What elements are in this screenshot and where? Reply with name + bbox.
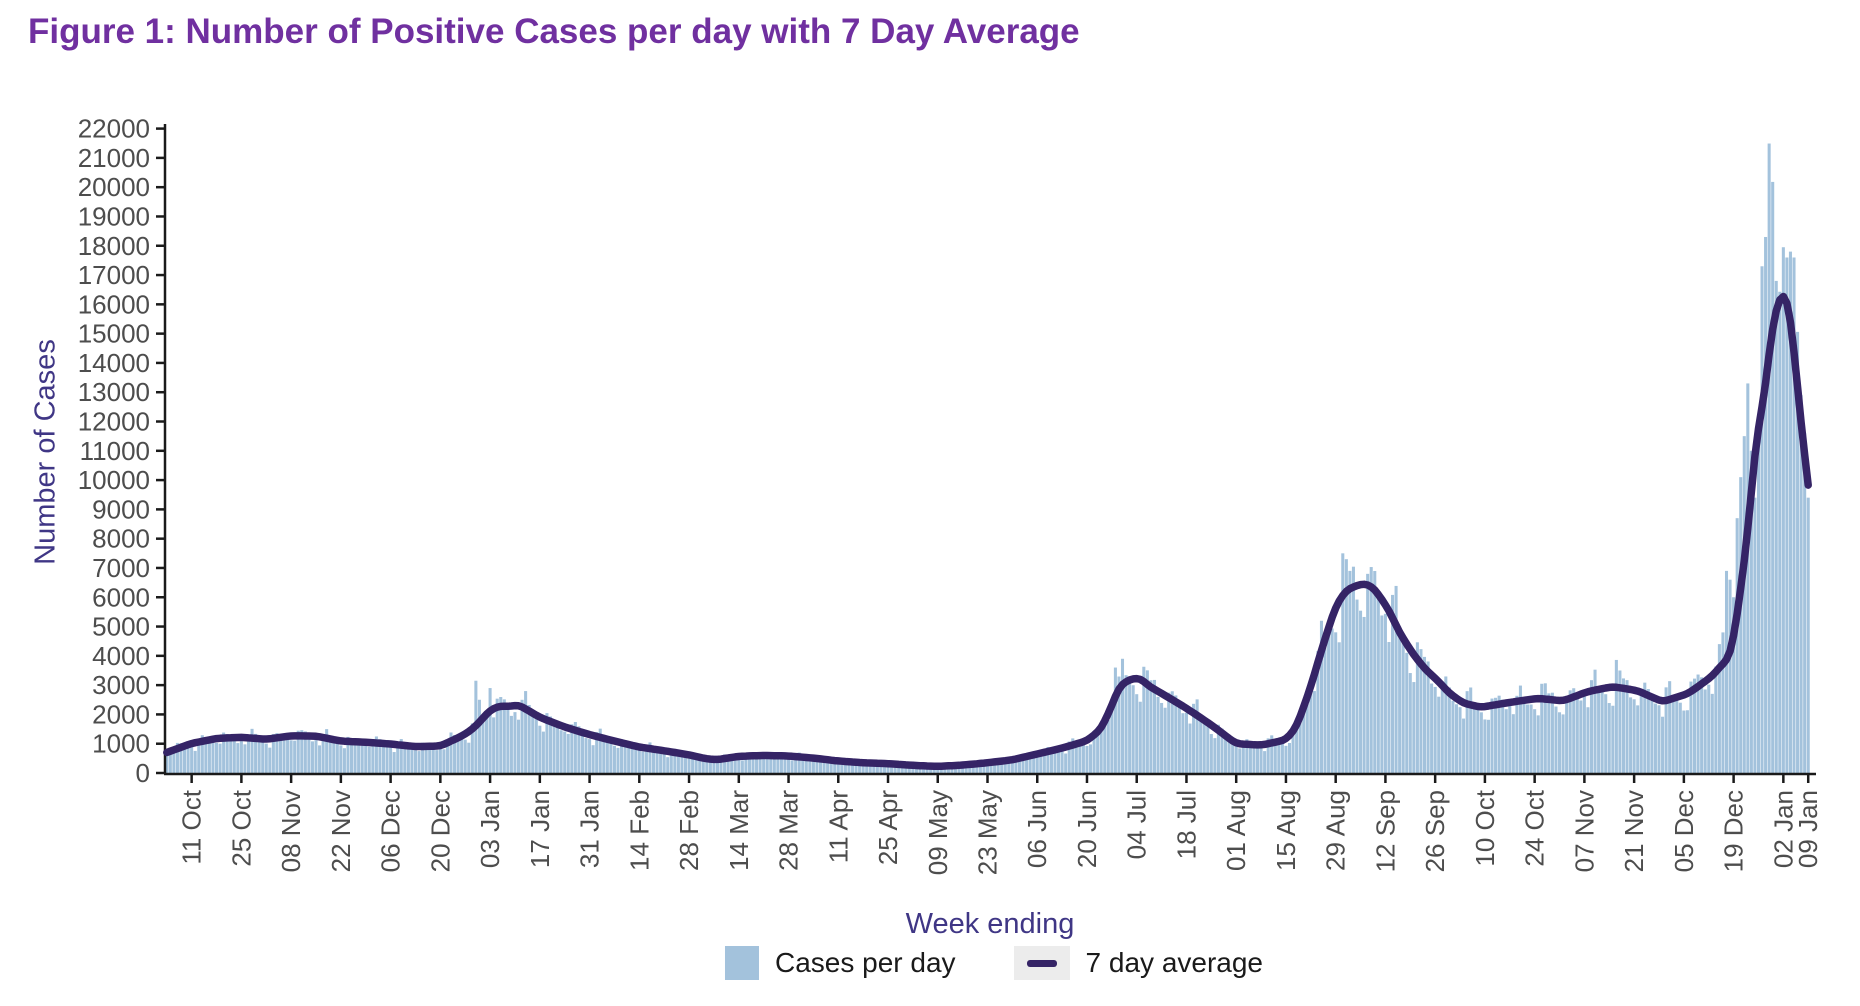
svg-text:14 Mar: 14 Mar <box>724 790 754 871</box>
svg-text:24 Oct: 24 Oct <box>1520 789 1550 866</box>
svg-text:19 Dec: 19 Dec <box>1719 790 1749 872</box>
svg-text:08 Nov: 08 Nov <box>276 790 306 872</box>
svg-text:31 Jan: 31 Jan <box>575 790 605 868</box>
average-line-icon <box>1026 959 1057 967</box>
average-line-series <box>163 292 1812 771</box>
svg-text:15000: 15000 <box>78 319 150 349</box>
svg-text:06 Dec: 06 Dec <box>376 790 406 872</box>
svg-text:4000: 4000 <box>92 641 150 671</box>
legend-label-average: 7 day average <box>1085 947 1264 978</box>
svg-text:20 Dec: 20 Dec <box>425 790 455 872</box>
svg-text:20 Jun: 20 Jun <box>1072 790 1102 868</box>
svg-text:13000: 13000 <box>78 377 150 407</box>
svg-text:28 Mar: 28 Mar <box>774 790 804 871</box>
svg-text:25 Oct: 25 Oct <box>226 789 256 866</box>
svg-text:15 Aug: 15 Aug <box>1271 790 1301 871</box>
svg-text:22 Nov: 22 Nov <box>326 790 356 872</box>
svg-text:03 Jan: 03 Jan <box>475 790 505 868</box>
svg-text:10 Oct: 10 Oct <box>1470 789 1500 866</box>
svg-text:18 Jul: 18 Jul <box>1172 790 1202 859</box>
svg-text:01 Aug: 01 Aug <box>1221 790 1251 871</box>
svg-text:8000: 8000 <box>92 524 150 554</box>
svg-text:0: 0 <box>136 758 150 788</box>
svg-text:18000: 18000 <box>78 231 150 261</box>
svg-text:07 Nov: 07 Nov <box>1569 790 1599 872</box>
svg-text:17 Jan: 17 Jan <box>525 790 555 868</box>
svg-text:26 Sep: 26 Sep <box>1420 790 1450 872</box>
svg-text:09 May: 09 May <box>923 790 953 875</box>
chart-legend: Cases per day 7 day average <box>724 946 1264 980</box>
figure-title: Figure 1: Number of Positive Cases per d… <box>28 12 1080 51</box>
svg-text:16000: 16000 <box>78 289 150 319</box>
svg-text:7000: 7000 <box>92 553 150 583</box>
svg-text:21000: 21000 <box>78 143 150 173</box>
svg-text:29 Aug: 29 Aug <box>1321 790 1351 871</box>
bars-series <box>165 143 1810 774</box>
svg-text:5000: 5000 <box>92 612 150 642</box>
legend-item-cases: Cases per day <box>724 946 956 980</box>
svg-text:23 May: 23 May <box>973 790 1003 875</box>
svg-text:12 Sep: 12 Sep <box>1370 790 1400 872</box>
svg-text:09 Jan: 09 Jan <box>1793 790 1823 868</box>
svg-text:12000: 12000 <box>78 407 150 437</box>
svg-text:11 Apr: 11 Apr <box>823 790 853 864</box>
svg-text:19000: 19000 <box>78 201 150 231</box>
svg-text:1000: 1000 <box>92 729 150 759</box>
svg-text:28 Feb: 28 Feb <box>674 790 704 871</box>
svg-text:10000: 10000 <box>78 465 150 495</box>
x-axis-title: Week ending <box>905 908 1075 940</box>
svg-text:20000: 20000 <box>78 172 150 202</box>
svg-text:17000: 17000 <box>78 260 150 290</box>
svg-text:3000: 3000 <box>92 670 150 700</box>
svg-text:22000: 22000 <box>78 114 150 144</box>
svg-text:11 Oct: 11 Oct <box>177 789 207 864</box>
legend-label-cases: Cases per day <box>774 947 956 978</box>
svg-text:02 Jan: 02 Jan <box>1768 790 1798 868</box>
svg-text:9000: 9000 <box>92 494 150 524</box>
svg-text:21 Nov: 21 Nov <box>1619 790 1649 872</box>
average-key-box <box>1013 946 1070 980</box>
svg-text:04 Jul: 04 Jul <box>1122 790 1152 859</box>
svg-text:14 Feb: 14 Feb <box>624 790 654 871</box>
legend-item-average: 7 day average <box>1013 946 1264 980</box>
svg-text:25 Apr: 25 Apr <box>873 790 903 866</box>
svg-text:06 Jun: 06 Jun <box>1022 790 1052 868</box>
svg-text:11000: 11000 <box>80 436 150 466</box>
svg-text:6000: 6000 <box>92 582 150 612</box>
cases-swatch-icon <box>724 946 759 980</box>
svg-text:05 Dec: 05 Dec <box>1669 790 1699 872</box>
svg-text:2000: 2000 <box>92 699 150 729</box>
y-axis-title: Number of Cases <box>29 339 62 565</box>
svg-text:14000: 14000 <box>78 348 150 378</box>
axes: 0100020003000400050006000700080009000100… <box>78 114 1824 876</box>
